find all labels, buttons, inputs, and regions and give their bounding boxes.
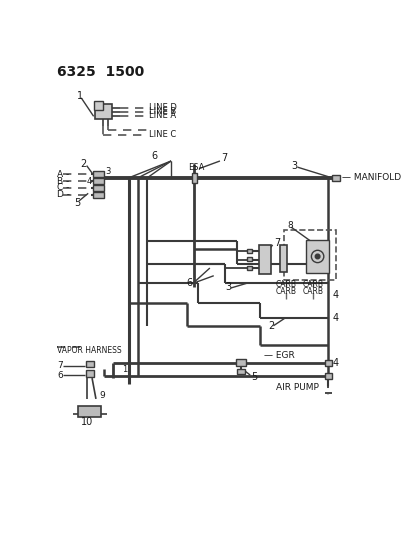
Text: LINE D: LINE D: [149, 103, 177, 112]
FancyBboxPatch shape: [306, 240, 329, 273]
Bar: [247, 257, 252, 261]
Bar: [93, 192, 104, 198]
Text: 4: 4: [333, 313, 339, 323]
Text: CARB: CARB: [302, 287, 324, 296]
Bar: [325, 360, 332, 366]
FancyBboxPatch shape: [93, 101, 103, 110]
Bar: [247, 249, 252, 253]
Bar: [247, 265, 252, 270]
Text: LINE C: LINE C: [149, 130, 177, 139]
Text: — MANIFOLD: — MANIFOLD: [342, 173, 401, 182]
Text: 5: 5: [251, 372, 257, 382]
FancyBboxPatch shape: [95, 104, 112, 119]
Text: 10: 10: [80, 417, 93, 427]
Text: 6: 6: [152, 151, 158, 161]
Text: 9: 9: [99, 391, 105, 400]
Text: 4: 4: [333, 358, 339, 368]
Bar: [284, 230, 336, 280]
Text: 6: 6: [186, 278, 193, 288]
Text: 2: 2: [268, 321, 274, 331]
Text: ESA: ESA: [188, 163, 204, 172]
Text: 1: 1: [122, 365, 128, 374]
Bar: [93, 171, 104, 177]
Text: 7: 7: [274, 238, 280, 248]
Text: A -: A -: [57, 169, 69, 179]
Text: D -: D -: [57, 190, 70, 199]
Text: C -: C -: [57, 183, 70, 192]
Text: 8: 8: [287, 221, 293, 230]
Text: 7: 7: [222, 153, 228, 163]
Text: VAPOR HARNESS: VAPOR HARNESS: [57, 346, 122, 355]
Text: 4: 4: [333, 290, 339, 300]
Text: 3: 3: [291, 160, 297, 171]
Bar: [86, 370, 94, 377]
Text: 2: 2: [80, 159, 86, 169]
Text: 5: 5: [74, 198, 80, 207]
Text: AIR PUMP: AIR PUMP: [276, 383, 319, 392]
Text: — EGR: — EGR: [264, 351, 295, 360]
Text: 1: 1: [77, 91, 83, 101]
Circle shape: [315, 254, 320, 259]
Bar: [236, 359, 246, 366]
Text: 6: 6: [57, 370, 63, 379]
Bar: [93, 178, 104, 184]
Text: 7: 7: [57, 361, 63, 370]
Text: LINE B: LINE B: [149, 107, 177, 116]
Text: 3: 3: [225, 282, 231, 292]
Text: CARB: CARB: [275, 287, 296, 296]
Text: 3: 3: [105, 167, 111, 176]
Text: 6325  1500: 6325 1500: [57, 64, 144, 79]
Text: CARB: CARB: [275, 280, 296, 289]
Bar: [325, 373, 332, 379]
Text: CARB: CARB: [302, 280, 324, 289]
Bar: [259, 245, 271, 274]
Text: 4: 4: [86, 176, 92, 185]
Bar: [192, 173, 197, 182]
Bar: [86, 361, 94, 367]
Bar: [93, 185, 104, 191]
Text: LINE A: LINE A: [149, 111, 177, 120]
Bar: [237, 369, 245, 374]
Bar: [333, 175, 340, 181]
FancyBboxPatch shape: [78, 406, 101, 417]
Bar: [280, 245, 286, 272]
Text: B -: B -: [57, 176, 69, 185]
